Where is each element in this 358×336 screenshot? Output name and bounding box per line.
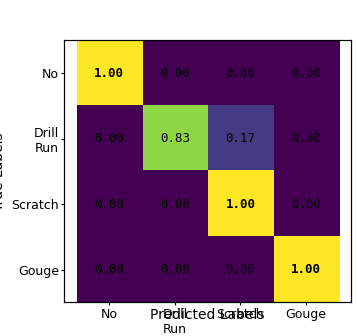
Text: 0.00: 0.00 <box>291 198 321 211</box>
Text: 0.00: 0.00 <box>160 263 190 276</box>
Text: 0.00: 0.00 <box>95 198 124 211</box>
Text: 0.00: 0.00 <box>226 67 255 80</box>
Text: 0.00: 0.00 <box>160 198 190 211</box>
Y-axis label: True Labels: True Labels <box>0 132 6 211</box>
Text: 0.00: 0.00 <box>160 67 190 80</box>
Text: 0.00: 0.00 <box>226 263 255 276</box>
Text: 0.83: 0.83 <box>160 132 190 145</box>
Text: 0.00: 0.00 <box>291 132 321 145</box>
Text: 0.17: 0.17 <box>226 132 255 145</box>
Text: 1.00: 1.00 <box>226 198 255 211</box>
X-axis label: Predicted Labels: Predicted Labels <box>150 308 265 322</box>
Text: 0.00: 0.00 <box>291 67 321 80</box>
Text: 1.00: 1.00 <box>95 67 124 80</box>
Text: 0.00: 0.00 <box>95 263 124 276</box>
Text: 1.00: 1.00 <box>291 263 321 276</box>
Text: 0.00: 0.00 <box>95 132 124 145</box>
